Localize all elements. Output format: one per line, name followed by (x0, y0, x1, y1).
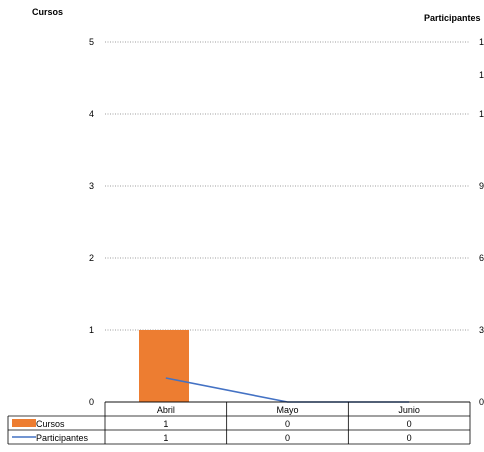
y-tick-label: 5 (89, 37, 94, 47)
legend-label: Cursos (36, 419, 65, 429)
x-tick-label: Mayo (276, 405, 298, 415)
y-axis-title: Cursos (32, 7, 64, 17)
legend-swatch-cursos (12, 419, 36, 427)
x-tick-label: Abril (157, 405, 175, 415)
y-tick-label: 0 (89, 397, 94, 407)
table-cell-value: 1 (163, 433, 168, 443)
y-tick-label: 2 (89, 253, 94, 263)
table-cell-value: 1 (163, 419, 168, 429)
y2-tick-label: 1 (479, 109, 484, 119)
table-cell-value: 0 (407, 419, 412, 429)
x-tick-label: Junio (398, 405, 420, 415)
y2-tick-label: 6 (479, 253, 484, 263)
y2-tick-label: 1 (479, 37, 484, 47)
y-tick-label: 1 (89, 325, 94, 335)
bar-abril (139, 330, 189, 402)
y2-tick-label: 1 (479, 70, 484, 80)
y-tick-label: 3 (89, 181, 94, 191)
y2-axis-title: Participantes (424, 13, 481, 23)
table-cell-value: 0 (285, 433, 290, 443)
y2-tick-label: 3 (479, 325, 484, 335)
table-cell-value: 0 (285, 419, 290, 429)
y-tick-label: 4 (89, 109, 94, 119)
legend-label: Participantes (36, 433, 89, 443)
y2-tick-label: 0 (479, 397, 484, 407)
line-participantes (165, 377, 410, 403)
y2-tick-label: 9 (479, 181, 484, 191)
table-cell-value: 0 (407, 433, 412, 443)
